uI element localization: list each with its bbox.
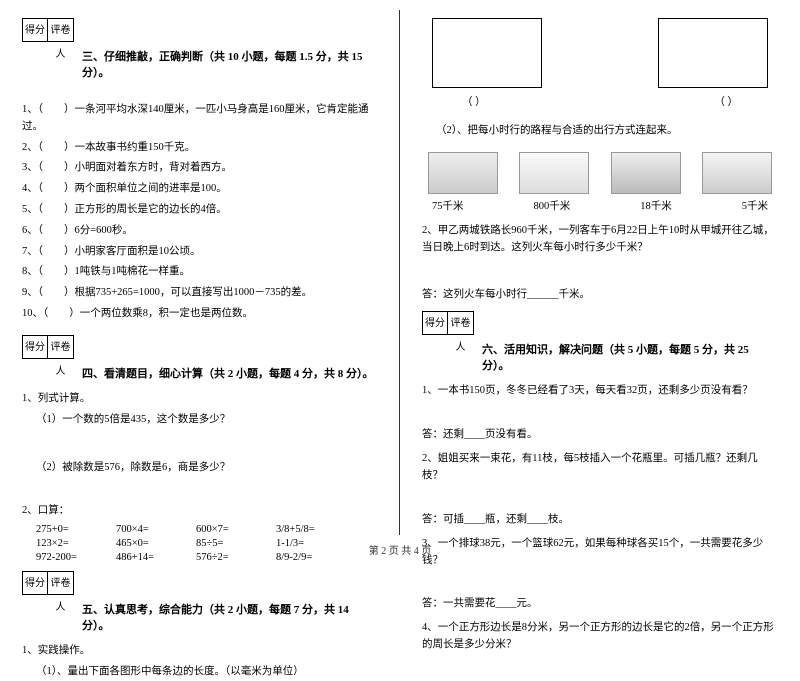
s5-q1b: （2）、把每小时行的路程与合适的出行方式连起来。	[436, 123, 778, 140]
section3-title: 三、仔细推敲，正确判断（共 10 小题，每题 1.5 分，共 15 分）。	[82, 48, 378, 80]
s3-item: 9、（ ）根据735+265=1000，可以直接写出1000－735的差。	[22, 285, 378, 302]
s3-item: 1、（ ）一条河平均水深140厘米，一匹小马身高是160厘米，它肯定能通过。	[22, 102, 378, 136]
motorcycle-icon	[428, 152, 498, 194]
s3-item: 7、（ ）小明家客厅面积是10公顷。	[22, 244, 378, 261]
section5-title: 五、认真思考，综合能力（共 2 小题，每题 7 分，共 14 分）。	[82, 601, 378, 633]
box-captions: （ ） （ ）	[462, 94, 738, 109]
caption-left: （ ）	[462, 94, 486, 109]
s3-item: 8、（ ）1吨铁与1吨棉花一样重。	[22, 264, 378, 281]
dist: 75千米	[432, 198, 464, 213]
s6-q2: 2、姐姐买来一束花，有11枝，每5枝插入一个花瓶里。可插几瓶？还剩几枝？	[422, 451, 778, 485]
dist: 18千米	[640, 198, 672, 213]
s4-q1-head: 1、列式计算。	[22, 391, 378, 408]
shape-boxes	[432, 18, 768, 88]
s3-t7: 小明家客厅面积是10公顷。	[75, 246, 201, 257]
dist: 800千米	[534, 198, 571, 213]
s3-t4: 两个面积单位之间的进率是100。	[75, 183, 227, 194]
dist: 5千米	[742, 198, 768, 213]
s6-q2-ans: 答：可插____瓶，还剩____枝。	[422, 511, 778, 526]
grader-label: 评卷人	[448, 311, 474, 335]
distance-row: 75千米 800千米 18千米 5千米	[432, 198, 768, 213]
score-box-sec5: 得分 评卷人	[22, 571, 378, 595]
page-footer: 第 2 页 共 4 页	[0, 542, 800, 557]
s6-q4: 4、一个正方形边长是8分米，另一个正方形的边长是它的2倍，另一个正方形的周长是多…	[422, 620, 778, 654]
calc-row: 275+0=700×4=600×7=3/8+5/8=	[36, 524, 378, 535]
s4-q1b: （2）被除数是576，除数是6，商是多少？	[36, 460, 378, 477]
s5-q1-head: 1、实践操作。	[22, 643, 378, 660]
c: 275+0=	[36, 524, 116, 535]
score-label: 得分	[22, 335, 48, 359]
s3-t2: 一本故事书约重150千克。	[75, 142, 196, 153]
s6-q1-ans: 答：还剩____页没有看。	[422, 426, 778, 441]
score-label: 得分	[22, 571, 48, 595]
section6-title: 六、活用知识，解决问题（共 5 小题，每题 5 分，共 25 分）。	[482, 341, 778, 373]
s3-item: 5、（ ）正方形的周长是它的边长的4倍。	[22, 202, 378, 219]
plane-icon	[611, 152, 681, 194]
s5-q2-ans: 答：这列火车每小时行______千米。	[422, 286, 778, 301]
bicycle-icon	[702, 152, 772, 194]
grader-label: 评卷人	[48, 571, 74, 595]
shape-box-right	[658, 18, 768, 88]
s3-item: 4、（ ）两个面积单位之间的进率是100。	[22, 181, 378, 198]
shape-box-left	[432, 18, 542, 88]
s5-q2: 2、甲乙两城铁路长960千米，一列客车于6月22日上午10时从甲城开往乙城，当日…	[422, 223, 778, 257]
s4-q2-head: 2、口算：	[22, 503, 378, 520]
s3-t3: 小明面对着东方时，背对着西方。	[75, 162, 233, 173]
s5-q1a: （1）、量出下面各图形中每条边的长度。（以毫米为单位）	[36, 664, 378, 681]
c: 600×7=	[196, 524, 276, 535]
s3-t9: 根据735+265=1000，可以直接写出1000－735的差。	[75, 287, 313, 298]
s6-q1: 1、一本书150页，冬冬已经看了3天，每天看32页，还剩多少页没有看？	[422, 383, 778, 400]
s3-item: 6、（ ）6分=600秒。	[22, 223, 378, 240]
s6-q3-ans: 答：一共需要花____元。	[422, 595, 778, 610]
s3-item: 10、（ ）一个两位数乘8，积一定也是两位数。	[22, 306, 378, 323]
car-icon	[519, 152, 589, 194]
section4-title: 四、看清题目，细心计算（共 2 小题，每题 4 分，共 8 分）。	[82, 365, 378, 381]
score-label: 得分	[22, 18, 48, 42]
score-box-sec4: 得分 评卷人	[22, 335, 378, 359]
s3-item: 3、（ ）小明面对着东方时，背对着西方。	[22, 160, 378, 177]
score-box-sec3: 得分 评卷人	[22, 18, 378, 42]
grader-label: 评卷人	[48, 335, 74, 359]
transport-images	[428, 152, 772, 194]
score-box-sec6: 得分 评卷人	[422, 311, 778, 335]
score-label: 得分	[422, 311, 448, 335]
s3-t10: 一个两位数乘8，积一定也是两位数。	[80, 308, 253, 319]
s3-t5: 正方形的周长是它的边长的4倍。	[75, 204, 227, 215]
s3-item: 2、（ ）一本故事书约重150千克。	[22, 140, 378, 157]
c: 3/8+5/8=	[276, 524, 356, 535]
caption-right: （ ）	[714, 94, 738, 109]
s3-t1: 一条河平均水深140厘米，一匹小马身高是160厘米，它肯定能通过。	[22, 104, 369, 132]
s3-t8: 1吨铁与1吨棉花一样重。	[75, 266, 191, 277]
s3-t6: 6分=600秒。	[75, 225, 133, 236]
s4-q1a: （1）一个数的5倍是435，这个数是多少？	[36, 412, 378, 429]
grader-label: 评卷人	[48, 18, 74, 42]
c: 700×4=	[116, 524, 196, 535]
